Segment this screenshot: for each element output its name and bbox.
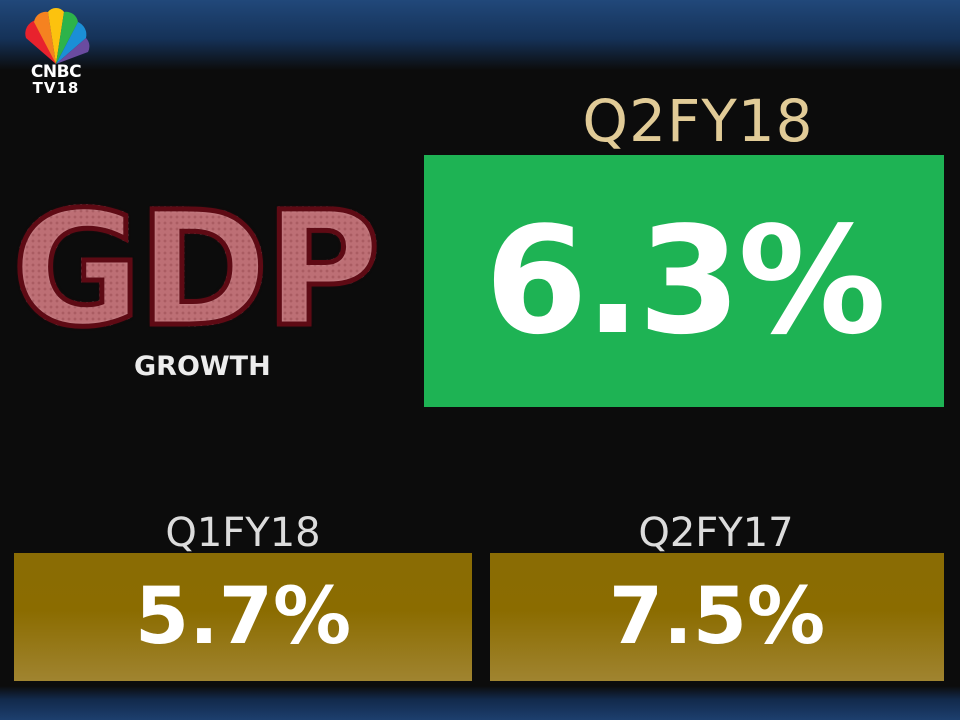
current-quarter-label: Q2FY18 [582, 87, 814, 155]
year-ago-quarter-value: 7.5% [608, 572, 826, 662]
previous-quarter-label: Q1FY18 [165, 510, 321, 556]
peacock-icon [25, 8, 90, 64]
gdp-title: GDP [10, 188, 412, 353]
logo-text-tv18: TV18 [32, 79, 80, 97]
year-ago-quarter-box: 7.5% [490, 553, 944, 681]
previous-quarter-box: 5.7% [14, 553, 472, 681]
growth-subtitle: GROWTH [134, 351, 271, 382]
top-background-band [0, 0, 960, 70]
previous-quarter-value: 5.7% [134, 572, 352, 662]
current-quarter-value: 6.3% [484, 195, 886, 367]
bottom-background-band [0, 686, 960, 720]
year-ago-quarter-label: Q2FY17 [638, 510, 794, 556]
gdp-title-base: GDP [12, 190, 412, 350]
channel-logo: CNBC TV18 [8, 8, 104, 96]
current-quarter-box: 6.3% [424, 155, 944, 407]
logo-text-cnbc: CNBC [30, 62, 82, 82]
